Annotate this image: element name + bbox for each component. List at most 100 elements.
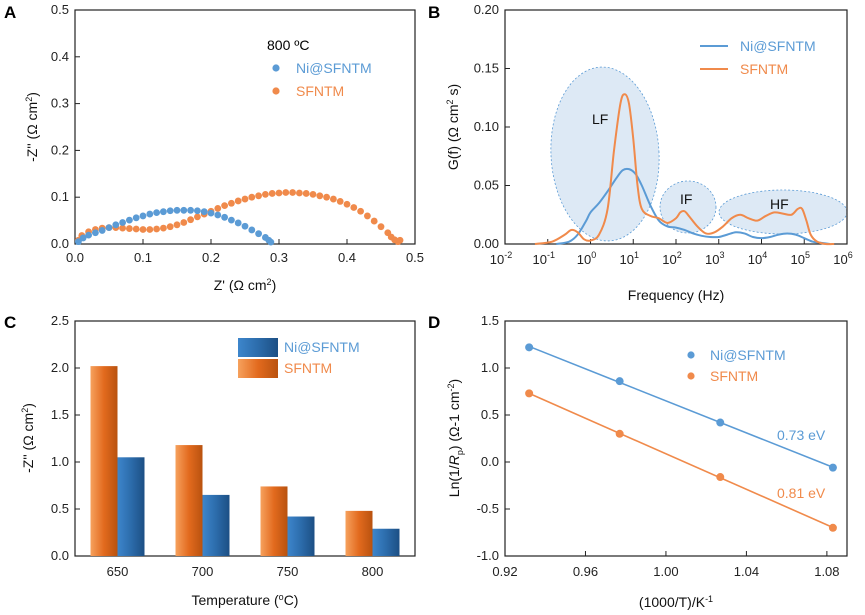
panel-d-legend-marker-sf: [687, 372, 695, 380]
panel-label-d: D: [428, 313, 440, 332]
panel-a-data-point: [119, 224, 126, 232]
panel-d-legend-sf: SFNTM: [710, 368, 758, 384]
panel-c-x-axis-label: Temperature (oC): [192, 592, 299, 608]
panel-a-data-point: [92, 229, 99, 237]
panel-b-legend-ni: Ni@SFNTM: [740, 38, 816, 54]
panel-a-legend-sf: SFNTM: [296, 83, 344, 99]
panel-a-legend-marker-ni: [272, 64, 280, 72]
panel-c-x-tick-label: 700: [192, 564, 214, 579]
panel-b-y-tick-label: 0.20: [474, 2, 499, 17]
panel-a-data-point: [316, 192, 324, 200]
panel-a-data-point: [119, 219, 126, 226]
panel-b-y-axis-label: G(f) (Ω cm2 s): [445, 84, 461, 170]
panel-a-data-point: [160, 224, 167, 232]
panel-a-data-point: [132, 214, 140, 222]
panel-a-y-tick-label: 0.3: [51, 96, 69, 111]
panel-a-x-tick-label: 0.0: [66, 250, 84, 265]
panel-a-data-point: [75, 238, 82, 246]
panel-d-annotation-sf: 0.81 eV: [777, 485, 826, 501]
panel-a-data-point: [194, 207, 201, 215]
panel-a-data-point: [302, 190, 310, 197]
panel-d-x-axis-label: (1000/T)/K-1: [639, 594, 713, 610]
panel-a-data-point: [228, 216, 235, 224]
panel-b-x-axis-label: Frequency (Hz): [628, 287, 724, 303]
panel-a-data-point: [282, 189, 290, 196]
panel-a-data-point: [255, 192, 262, 200]
panel-a-data-point: [323, 193, 330, 201]
panel-a-y-tick-label: 0.5: [51, 2, 69, 17]
panel-a-data-point: [194, 213, 201, 221]
panel-a-x-tick-label: 0.5: [406, 250, 424, 265]
panel-c-bar: [175, 445, 203, 556]
panel-b-drt-plot: 10-2 10-1 100 101 102 103 104 105 106 0.00 0.05 0.1…: [445, 2, 853, 303]
panel-a-data-point: [173, 221, 181, 229]
panel-d-y-tick-label: 0.0: [481, 454, 499, 469]
panel-a-data-point: [234, 197, 242, 205]
panel-d-data-point: [828, 523, 837, 532]
panel-c-x-tick-label: 800: [362, 564, 384, 579]
panel-c-legend-ni: Ni@SFNTM: [284, 339, 360, 355]
panel-a-data-point: [370, 217, 378, 225]
panel-a-data-point: [248, 193, 256, 201]
panel-a-y-tick-label: 0.0: [51, 236, 69, 251]
panel-a-data-point: [98, 227, 106, 234]
panel-a-data-point: [267, 238, 275, 246]
panel-c-bar: [287, 516, 315, 556]
panel-d-fit-line: [528, 345, 834, 469]
panel-b-x-tick-label: 106: [833, 250, 852, 267]
panel-a-x-tick-label: 0.2: [202, 250, 220, 265]
panel-a-legend-marker-sf: [272, 87, 280, 95]
panel-c-bar: [260, 486, 288, 556]
panel-a-nyquist-plot: 0.0 0.1 0.2 0.3 0.4 0.5 0.0 0.1 0.2 0.3 0.4 0.5 800…: [24, 2, 424, 293]
panel-c-bar: [372, 528, 400, 556]
panel-a-data-point: [146, 210, 154, 218]
panel-a-x-tick-label: 0.3: [270, 250, 288, 265]
panel-a-data-point: [166, 223, 174, 231]
panel-a-data-point: [207, 209, 215, 217]
panel-label-b: B: [428, 3, 440, 22]
panel-a-data-point: [396, 236, 404, 244]
panel-a-x-axis-label: Z' (Ω cm2): [214, 277, 276, 293]
panel-a-y-axis-label: -Z'' (Ω cm2): [24, 92, 40, 162]
panel-a-data-point: [255, 230, 262, 238]
panel-a-data-point: [343, 200, 351, 208]
panel-a-data-point: [166, 207, 174, 215]
panel-d-x-tick-label: 1.08: [814, 564, 839, 579]
panel-a-data-point: [200, 208, 208, 216]
panel-d-legend-marker-ni: [687, 351, 695, 359]
panel-d-data-point: [525, 389, 534, 398]
panel-c-y-tick-label: 0.0: [51, 548, 69, 563]
panel-d-data-point: [716, 473, 725, 482]
panel-b-hf-label: HF: [770, 196, 789, 212]
panel-d-y-axis-label: Ln(1/Rp) (Ω-1 cm-2): [446, 379, 465, 497]
panel-a-data-point: [153, 209, 161, 217]
panel-b-x-tick-label: 10-2: [490, 250, 512, 267]
panel-b-x-tick-label: 102: [662, 250, 681, 267]
panel-a-x-tick-label: 0.1: [134, 250, 152, 265]
panel-c-legend-swatch-ni: [238, 338, 278, 357]
panel-b-if-label: IF: [680, 191, 692, 207]
panel-a-data-point: [79, 234, 87, 242]
panel-b-legend-sf: SFNTM: [740, 61, 788, 77]
panel-d-y-tick-label: 1.0: [481, 360, 499, 375]
panel-a-data-point: [262, 190, 269, 198]
panel-c-legend-swatch-sf: [238, 359, 278, 378]
panel-a-data-point: [112, 221, 120, 229]
panel-d-y-tick-label: -1.0: [477, 548, 499, 563]
panel-d-y-tick-label: -0.5: [477, 501, 499, 516]
panel-d-fit-line: [528, 392, 834, 529]
panel-c-bar: [202, 494, 230, 556]
panel-a-y-tick-label: 0.4: [51, 49, 69, 64]
panel-b-y-tick-label: 0.00: [474, 236, 499, 251]
panel-a-data-point: [275, 189, 283, 197]
panel-a-data-point: [105, 224, 113, 232]
panel-c-x-tick-label: 750: [277, 564, 299, 579]
panel-a-data-point: [132, 225, 140, 233]
panel-c-bar: [345, 510, 373, 556]
panel-a-data-point: [336, 198, 344, 205]
panel-d-x-tick-label: 0.96: [573, 564, 598, 579]
panel-a-data-point: [357, 207, 364, 215]
panel-c-y-tick-label: 2.5: [51, 313, 69, 328]
panel-c-bar: [117, 457, 145, 556]
